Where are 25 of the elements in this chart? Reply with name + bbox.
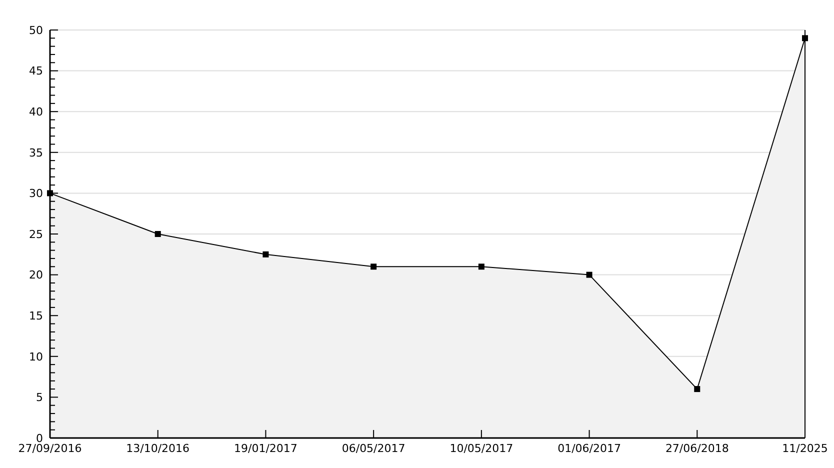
point — [586, 272, 592, 278]
point — [154, 231, 161, 237]
x-tick-label: 27/06/2018 — [665, 442, 729, 455]
x-tick-label: 13/10/2016 — [126, 442, 190, 455]
y-tick-label: 5 — [36, 391, 43, 404]
y-tick-label: 50 — [29, 24, 43, 37]
y-tick-label: 40 — [29, 105, 43, 118]
x-tick-label: 11/2025 — [782, 442, 828, 455]
x-tick-label: 27/09/2016 — [18, 442, 82, 455]
y-tick-label: 45 — [29, 64, 43, 78]
point — [370, 264, 377, 270]
y-tick-label: 10 — [29, 350, 43, 364]
y-tick-label: 20 — [29, 268, 43, 282]
point — [478, 264, 484, 270]
x-tick-label: 10/05/2017 — [450, 442, 514, 455]
x-tick-label: 01/06/2017 — [558, 442, 621, 455]
y-tick-label: 30 — [29, 187, 43, 200]
y-tick-label: 25 — [29, 228, 43, 241]
y-tick-label: 15 — [29, 309, 43, 322]
point — [262, 251, 269, 258]
y-tick-label: 0 — [36, 432, 43, 445]
x-tick-label: 06/05/2017 — [342, 442, 406, 455]
y-tick-label: 35 — [29, 146, 43, 160]
point — [694, 386, 700, 392]
x-tick-label: 19/01/2017 — [234, 442, 298, 455]
